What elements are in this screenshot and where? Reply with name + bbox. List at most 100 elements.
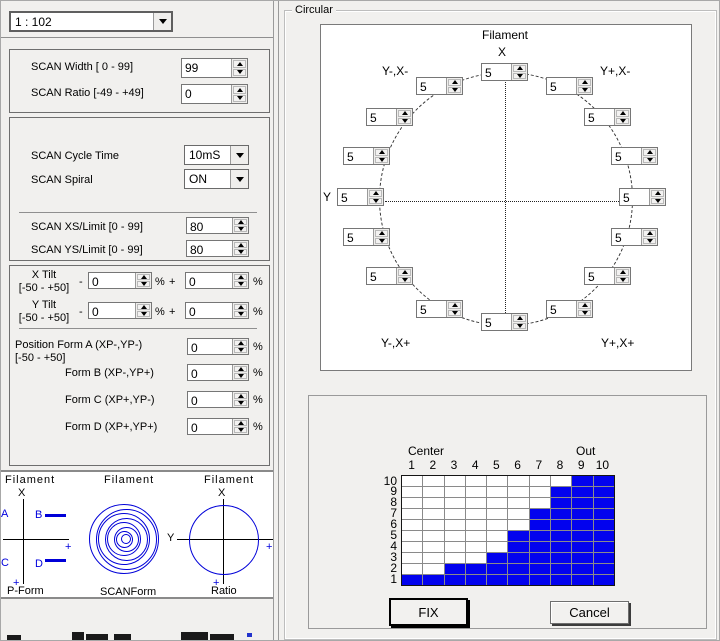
spin-up-button[interactable] — [513, 315, 526, 322]
grid-cell-c3-r7[interactable] — [445, 509, 465, 519]
grid-cell-c2-r5[interactable] — [423, 531, 443, 541]
spin-down-button[interactable] — [616, 277, 629, 284]
spinner-value[interactable]: 5 — [417, 78, 446, 94]
grid-cell-c3-r5[interactable] — [445, 531, 465, 541]
grid-cell-c8-r10[interactable] — [551, 476, 571, 486]
grid-cell-c10-r9[interactable] — [594, 487, 614, 497]
grid-cell-c8-r5[interactable] — [551, 531, 571, 541]
spin-up-button[interactable] — [234, 274, 247, 280]
grid-cell-c10-r6[interactable] — [594, 520, 614, 530]
spinner-value[interactable]: 5 — [417, 301, 446, 317]
grid-cell-c10-r8[interactable] — [594, 498, 614, 508]
spin-down-button[interactable] — [398, 118, 411, 125]
circular-spinner-sw[interactable]: 5 — [366, 267, 413, 285]
circular-spinner-nne[interactable]: 5 — [546, 77, 593, 95]
spinner-value[interactable]: 80 — [187, 241, 232, 256]
grid-cell-c10-r7[interactable] — [594, 509, 614, 519]
grid-cell-c2-r10[interactable] — [423, 476, 443, 486]
grid-cell-c8-r3[interactable] — [551, 553, 571, 563]
grid-cell-c8-r2[interactable] — [551, 564, 571, 574]
spin-down-button[interactable] — [234, 373, 247, 379]
x-tilt-plus-spinner[interactable]: 0 — [185, 272, 249, 289]
spin-up-button[interactable] — [137, 304, 150, 310]
grid-cell-c10-r2[interactable] — [594, 564, 614, 574]
spin-up-button[interactable] — [616, 110, 629, 117]
circular-spinner-ne[interactable]: 5 — [584, 108, 631, 126]
spin-down-button[interactable] — [234, 311, 247, 317]
fix-button[interactable]: FIX — [389, 598, 468, 626]
grid-cell-c2-r6[interactable] — [423, 520, 443, 530]
spin-up-button[interactable] — [234, 242, 247, 248]
grid-cell-c4-r7[interactable] — [466, 509, 486, 519]
spinner-value[interactable]: 0 — [182, 85, 231, 103]
spinner-value[interactable]: 0 — [89, 303, 135, 318]
spin-up-button[interactable] — [233, 86, 246, 94]
grid-cell-c7-r8[interactable] — [530, 498, 550, 508]
grid-cell-c6-r3[interactable] — [508, 553, 528, 563]
grid-cell-c3-r9[interactable] — [445, 487, 465, 497]
spin-down-button[interactable] — [616, 118, 629, 125]
spin-up-button[interactable] — [448, 302, 461, 309]
preset-dropdown[interactable]: 1 : 102 — [9, 11, 173, 32]
spin-up-button[interactable] — [234, 304, 247, 310]
scan-xs-limit-spinner[interactable]: 80 — [186, 217, 249, 234]
grid-cell-c7-r1[interactable] — [530, 575, 550, 585]
grid-cell-c7-r9[interactable] — [530, 487, 550, 497]
grid-cell-c7-r6[interactable] — [530, 520, 550, 530]
grid-cell-c6-r6[interactable] — [508, 520, 528, 530]
grid-cell-c5-r5[interactable] — [487, 531, 507, 541]
spinner-value[interactable]: 0 — [188, 392, 232, 407]
spin-up-button[interactable] — [398, 269, 411, 276]
spinner-value[interactable]: 5 — [620, 189, 649, 205]
circular-spinner-s[interactable]: 5 — [481, 313, 528, 331]
spinner-value[interactable]: 5 — [482, 314, 511, 330]
spinner-value[interactable]: 5 — [612, 229, 641, 245]
grid-cell-c2-r3[interactable] — [423, 553, 443, 563]
spin-down-button[interactable] — [369, 198, 382, 205]
grid-cell-c3-r1[interactable] — [445, 575, 465, 585]
spin-down-button[interactable] — [643, 157, 656, 164]
spin-up-button[interactable] — [643, 149, 656, 156]
grid-cell-c10-r4[interactable] — [594, 542, 614, 552]
grid-cell-c9-r1[interactable] — [572, 575, 592, 585]
grid-cell-c2-r2[interactable] — [423, 564, 443, 574]
spin-up-button[interactable] — [233, 60, 246, 68]
scan-cycle-time-dropdown[interactable]: 10mS — [184, 145, 249, 165]
spin-down-button[interactable] — [448, 87, 461, 94]
spinner-value[interactable]: 5 — [338, 189, 367, 205]
grid-cell-c9-r9[interactable] — [572, 487, 592, 497]
spin-up-button[interactable] — [651, 190, 664, 197]
spinner-value[interactable]: 5 — [344, 148, 373, 164]
spin-down-button[interactable] — [234, 400, 247, 406]
spin-down-button[interactable] — [137, 281, 150, 287]
spin-up-button[interactable] — [375, 230, 388, 237]
form-a-spinner[interactable]: 0 — [187, 338, 249, 355]
grid-cell-c3-r4[interactable] — [445, 542, 465, 552]
grid-cell-c1-r2[interactable] — [402, 564, 422, 574]
grid-cell-c7-r2[interactable] — [530, 564, 550, 574]
spinner-value[interactable]: 5 — [367, 268, 396, 284]
spin-down-button[interactable] — [233, 95, 246, 103]
grid-cell-c6-r5[interactable] — [508, 531, 528, 541]
spin-up-button[interactable] — [616, 269, 629, 276]
spinner-value[interactable]: 0 — [188, 365, 232, 380]
spin-up-button[interactable] — [375, 149, 388, 156]
spinner-value[interactable]: 0 — [188, 339, 232, 354]
grid-cell-c1-r4[interactable] — [402, 542, 422, 552]
grid-cell-c6-r8[interactable] — [508, 498, 528, 508]
spinner-value[interactable]: 5 — [585, 109, 614, 125]
spin-up-button[interactable] — [234, 420, 247, 426]
grid-cell-c2-r7[interactable] — [423, 509, 443, 519]
spinner-value[interactable]: 99 — [182, 59, 231, 77]
grid-cell-c7-r5[interactable] — [530, 531, 550, 541]
spin-down-button[interactable] — [513, 323, 526, 330]
spinner-value[interactable]: 0 — [186, 303, 232, 318]
grid-cell-c8-r7[interactable] — [551, 509, 571, 519]
spin-up-button[interactable] — [578, 79, 591, 86]
grid-cell-c8-r1[interactable] — [551, 575, 571, 585]
spin-down-button[interactable] — [234, 281, 247, 287]
grid-cell-c4-r2[interactable] — [466, 564, 486, 574]
spin-down-button[interactable] — [448, 310, 461, 317]
grid-cell-c1-r9[interactable] — [402, 487, 422, 497]
circular-spinner-w[interactable]: 5 — [337, 188, 384, 206]
